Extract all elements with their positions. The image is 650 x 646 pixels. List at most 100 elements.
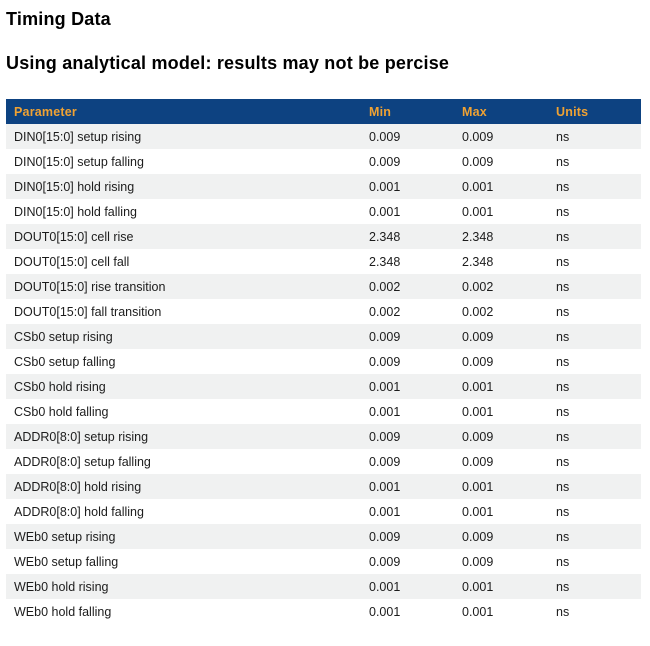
parameter-cell: CSb0 setup falling (14, 354, 116, 369)
parameter-cell: ADDR0[8:0] hold rising (14, 479, 142, 494)
units-cell: ns (556, 529, 570, 544)
min-cell: 0.009 (369, 429, 401, 444)
parameter-cell: CSb0 hold rising (14, 379, 106, 394)
table-header-row: Parameter Min Max Units (6, 99, 641, 124)
table-row: WEb0 setup rising 0.009 0.009 ns (6, 524, 641, 549)
max-cell: 0.002 (462, 304, 494, 319)
table-row: CSb0 setup rising 0.009 0.009 ns (6, 324, 641, 349)
min-cell: 2.348 (369, 254, 401, 269)
units-cell: ns (556, 154, 570, 169)
units-cell: ns (556, 354, 570, 369)
table-row: DIN0[15:0] hold falling 0.001 0.001 ns (6, 199, 641, 224)
parameter-cell: DIN0[15:0] hold rising (14, 179, 135, 194)
parameter-cell: WEb0 hold falling (14, 604, 112, 619)
units-cell: ns (556, 179, 570, 194)
units-cell: ns (556, 254, 570, 269)
min-cell: 0.009 (369, 129, 401, 144)
max-cell: 0.001 (462, 404, 494, 419)
units-cell: ns (556, 554, 570, 569)
min-cell: 0.009 (369, 354, 401, 369)
timing-data-table: Parameter Min Max Units DIN0[15:0] setup… (6, 99, 641, 624)
column-header-parameter: Parameter (6, 99, 361, 124)
max-cell: 0.001 (462, 479, 494, 494)
max-cell: 0.009 (462, 529, 494, 544)
min-cell: 0.001 (369, 504, 401, 519)
parameter-cell: DOUT0[15:0] cell rise (14, 229, 134, 244)
parameter-cell: DOUT0[15:0] fall transition (14, 304, 162, 319)
parameter-cell: ADDR0[8:0] setup falling (14, 454, 151, 469)
table-row: WEb0 setup falling 0.009 0.009 ns (6, 549, 641, 574)
min-cell: 0.009 (369, 329, 401, 344)
parameter-cell: DIN0[15:0] setup rising (14, 129, 142, 144)
max-cell: 0.009 (462, 129, 494, 144)
parameter-cell: ADDR0[8:0] hold falling (14, 504, 144, 519)
max-cell: 0.009 (462, 154, 494, 169)
table-header: Parameter Min Max Units (6, 99, 641, 124)
min-cell: 2.348 (369, 229, 401, 244)
min-cell: 0.001 (369, 404, 401, 419)
table-row: WEb0 hold rising 0.001 0.001 ns (6, 574, 641, 599)
parameter-cell: CSb0 setup rising (14, 329, 113, 344)
units-cell: ns (556, 329, 570, 344)
max-cell: 0.009 (462, 354, 494, 369)
parameter-cell: ADDR0[8:0] setup rising (14, 429, 149, 444)
table-row: CSb0 hold rising 0.001 0.001 ns (6, 374, 641, 399)
min-cell: 0.009 (369, 554, 401, 569)
units-cell: ns (556, 404, 570, 419)
table-row: DOUT0[15:0] cell rise 2.348 2.348 ns (6, 224, 641, 249)
parameter-cell: DIN0[15:0] hold falling (14, 204, 137, 219)
min-cell: 0.001 (369, 179, 401, 194)
units-cell: ns (556, 129, 570, 144)
column-header-units: Units (548, 99, 641, 124)
parameter-cell: DOUT0[15:0] cell fall (14, 254, 130, 269)
parameter-cell: WEb0 setup rising (14, 529, 116, 544)
table-row: DIN0[15:0] hold rising 0.001 0.001 ns (6, 174, 641, 199)
max-cell: 0.001 (462, 579, 494, 594)
max-cell: 2.348 (462, 229, 494, 244)
max-cell: 0.001 (462, 504, 494, 519)
parameter-cell: DOUT0[15:0] rise transition (14, 279, 166, 294)
units-cell: ns (556, 379, 570, 394)
column-header-min: Min (361, 99, 454, 124)
min-cell: 0.009 (369, 454, 401, 469)
units-cell: ns (556, 454, 570, 469)
min-cell: 0.002 (369, 304, 401, 319)
parameter-cell: CSb0 hold falling (14, 404, 109, 419)
table-row: DIN0[15:0] setup rising 0.009 0.009 ns (6, 124, 641, 149)
table-row: ADDR0[8:0] hold rising 0.001 0.001 ns (6, 474, 641, 499)
page-title: Timing Data (6, 9, 111, 29)
min-cell: 0.002 (369, 279, 401, 294)
max-cell: 0.009 (462, 454, 494, 469)
table-row: DOUT0[15:0] rise transition 0.002 0.002 ns (6, 274, 641, 299)
max-cell: 0.009 (462, 429, 494, 444)
min-cell: 0.009 (369, 529, 401, 544)
table-row: DOUT0[15:0] cell fall 2.348 2.348 ns (6, 249, 641, 274)
table-body: DIN0[15:0] setup rising 0.009 0.009 ns DIN0[… (6, 124, 641, 624)
table-row: ADDR0[8:0] hold falling 0.001 0.001 ns (6, 499, 641, 524)
min-cell: 0.001 (369, 604, 401, 619)
min-cell: 0.001 (369, 379, 401, 394)
table-row: DOUT0[15:0] fall transition 0.002 0.002 ns (6, 299, 641, 324)
table-row: CSb0 hold falling 0.001 0.001 ns (6, 399, 641, 424)
parameter-cell: DIN0[15:0] setup falling (14, 154, 144, 169)
max-cell: 0.001 (462, 204, 494, 219)
max-cell: 2.348 (462, 254, 494, 269)
units-cell: ns (556, 204, 570, 219)
units-cell: ns (556, 304, 570, 319)
units-cell: ns (556, 604, 570, 619)
max-cell: 0.001 (462, 379, 494, 394)
min-cell: 0.001 (369, 479, 401, 494)
units-cell: ns (556, 229, 570, 244)
column-header-max: Max (454, 99, 548, 124)
units-cell: ns (556, 479, 570, 494)
table-row: WEb0 hold falling 0.001 0.001 ns (6, 599, 641, 624)
max-cell: 0.001 (462, 179, 494, 194)
max-cell: 0.009 (462, 554, 494, 569)
table-row: DIN0[15:0] setup falling 0.009 0.009 ns (6, 149, 641, 174)
max-cell: 0.009 (462, 329, 494, 344)
units-cell: ns (556, 279, 570, 294)
table-row: ADDR0[8:0] setup falling 0.009 0.009 ns (6, 449, 641, 474)
min-cell: 0.009 (369, 154, 401, 169)
units-cell: ns (556, 504, 570, 519)
